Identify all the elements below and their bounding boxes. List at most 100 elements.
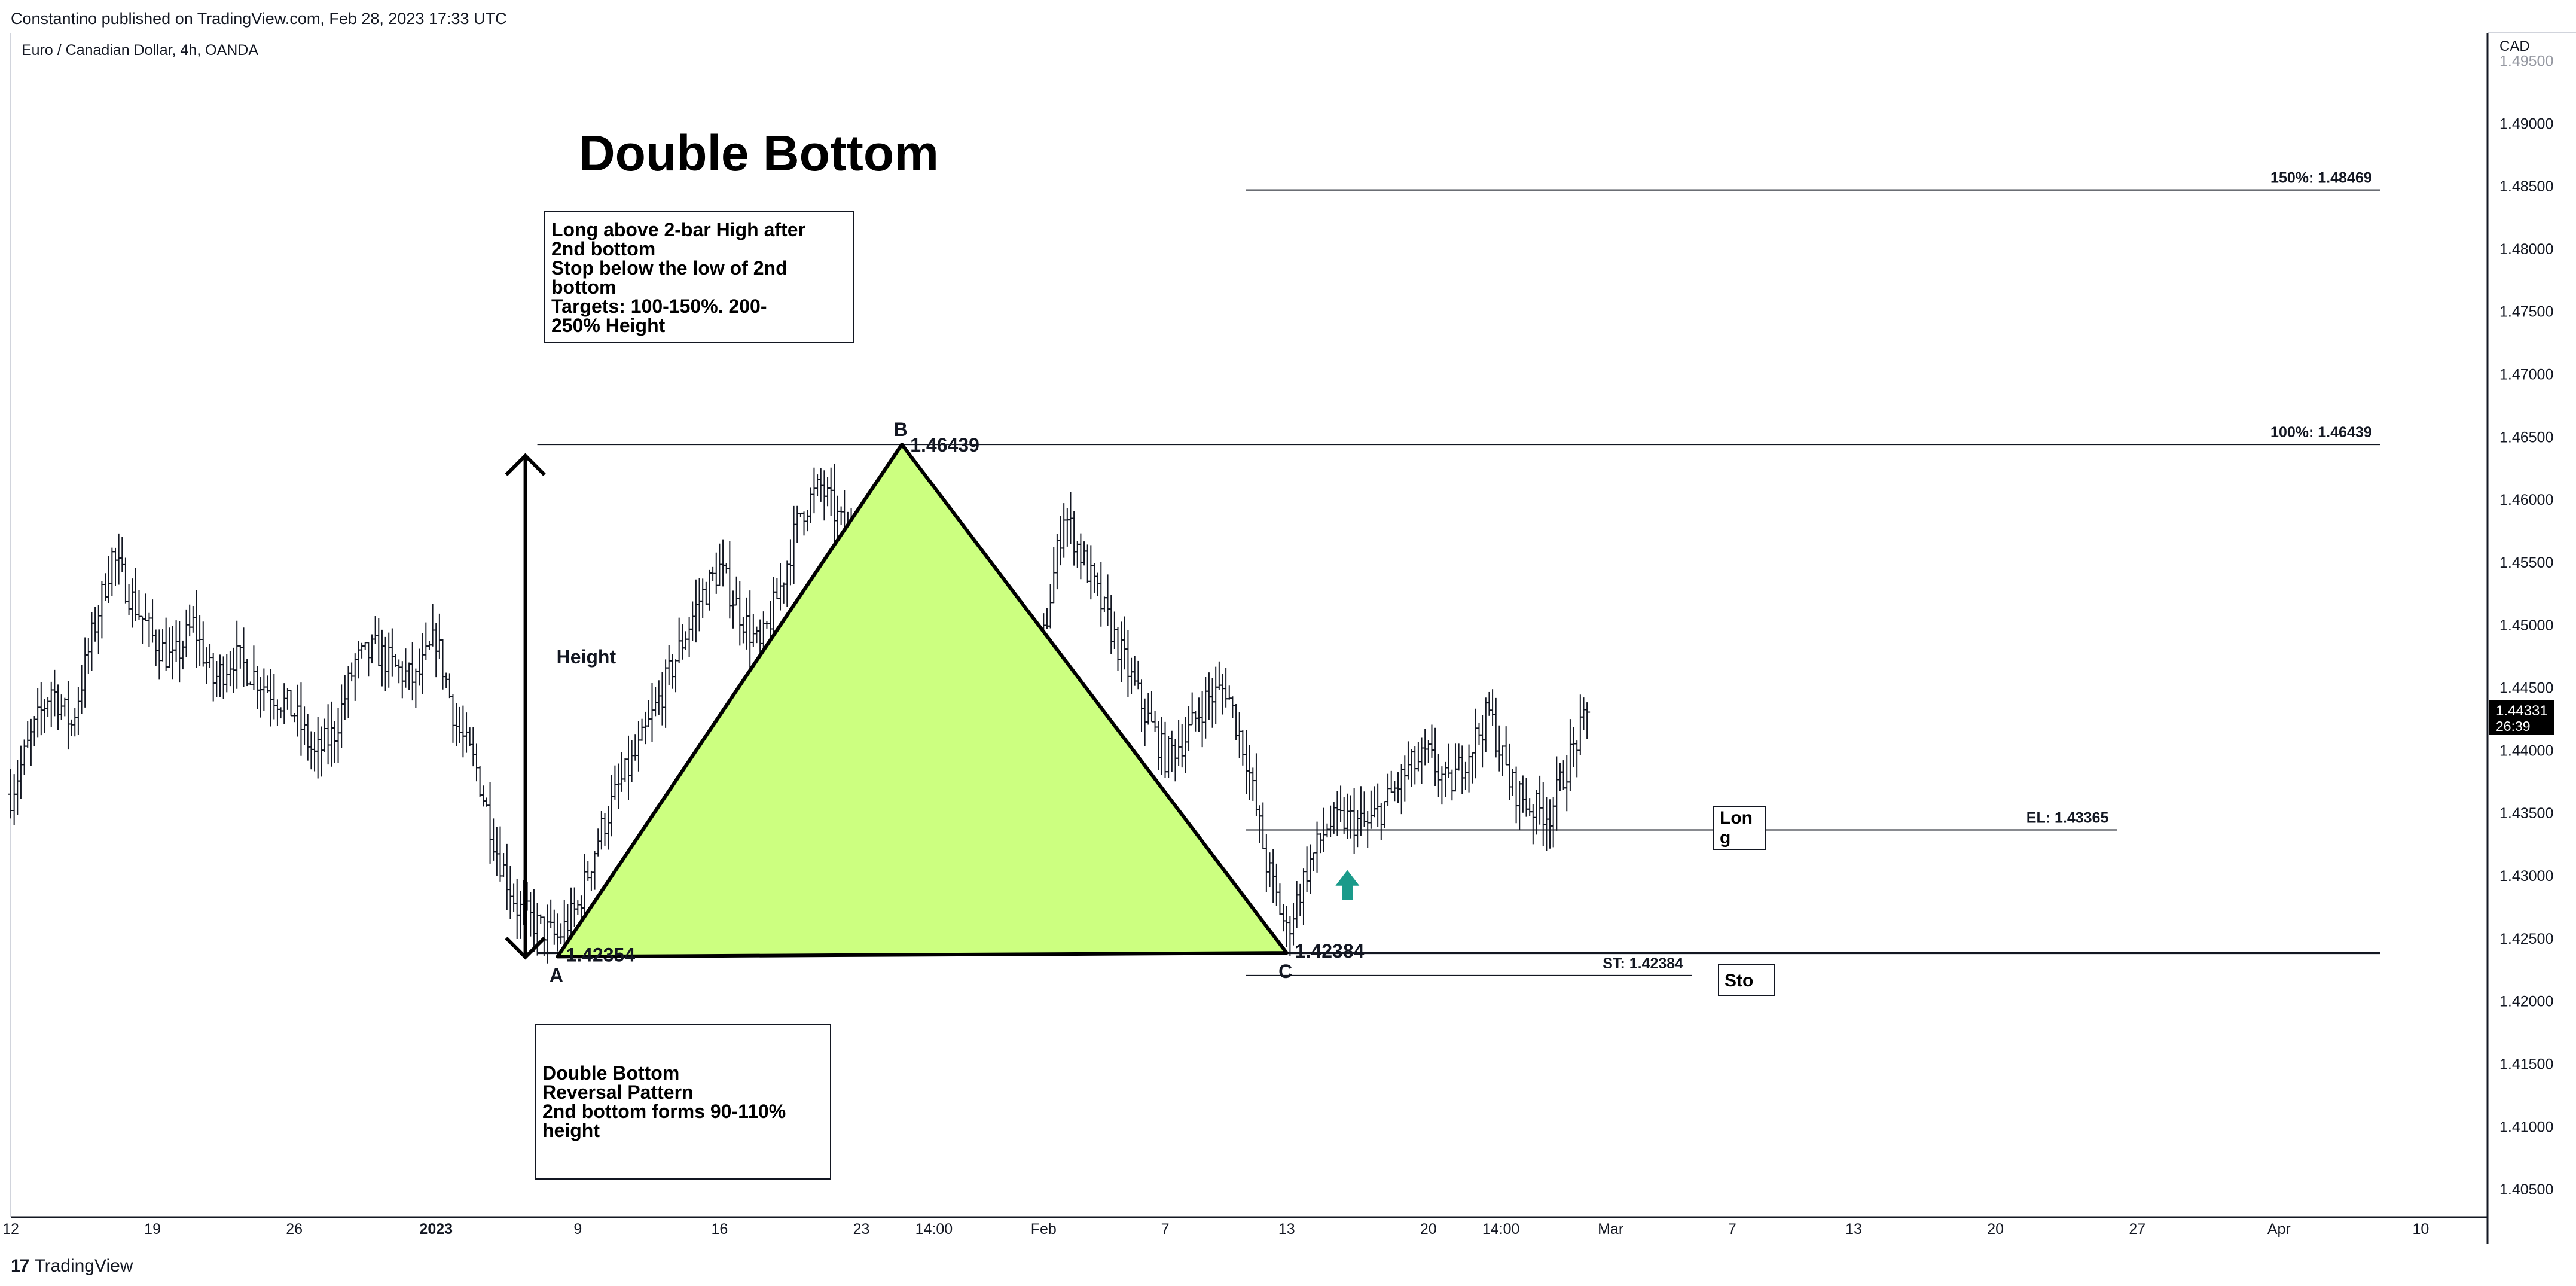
ohlc-bar xyxy=(349,662,355,682)
ohlc-bar xyxy=(1195,697,1202,732)
ohlc-bar xyxy=(1334,790,1341,836)
ohlc-bar xyxy=(436,613,442,659)
ohlc-bar xyxy=(780,582,787,604)
ohlc-bar xyxy=(1567,719,1573,791)
ohlc-bar xyxy=(1368,790,1374,829)
ohlc-bar xyxy=(804,510,811,532)
ohlc-bar xyxy=(1176,720,1182,766)
level-label-target-100: 100%: 1.46439 xyxy=(2270,424,2372,441)
x-tick-label: Feb xyxy=(1031,1221,1057,1238)
ohlc-bar xyxy=(1139,679,1145,732)
ohlc-bar xyxy=(396,659,402,684)
ohlc-bar xyxy=(331,721,338,763)
ohlc-bar xyxy=(200,621,206,667)
ohlc-bar xyxy=(1556,763,1563,791)
ohlc-bar xyxy=(1081,541,1088,566)
ohlc-bar xyxy=(487,782,493,864)
ohlc-bar xyxy=(264,675,271,693)
definition-note-box xyxy=(535,1024,831,1180)
ohlc-bar xyxy=(655,680,662,715)
ohlc-bar xyxy=(82,637,88,708)
ohlc-bar xyxy=(1584,702,1591,739)
height-label: Height xyxy=(557,646,616,668)
ohlc-bar xyxy=(460,705,466,758)
ohlc-bar xyxy=(413,668,419,708)
ohlc-bar xyxy=(1084,544,1091,583)
ohlc-bar xyxy=(1432,727,1439,786)
ohlc-bar xyxy=(450,694,456,743)
ohlc-bar xyxy=(1560,760,1567,790)
ohlc-bar xyxy=(541,916,547,956)
x-tick-label: 7 xyxy=(1161,1221,1170,1238)
y-tick-label: 1.49500 xyxy=(2499,53,2553,69)
publish-credit: Constantino published on TradingView.com… xyxy=(11,10,507,28)
ohlc-bar xyxy=(443,672,450,688)
ohlc-bar xyxy=(1381,801,1388,828)
ohlc-bar xyxy=(1375,783,1381,827)
ohlc-bar xyxy=(838,506,844,525)
ohlc-bar xyxy=(1493,697,1499,758)
ohlc-bar xyxy=(770,577,777,633)
ohlc-bar xyxy=(176,621,183,683)
ohlc-bar xyxy=(1202,677,1209,739)
ohlc-bar xyxy=(197,615,203,666)
ohlc-bar xyxy=(291,713,298,723)
ohlc-bar xyxy=(1422,729,1429,766)
ohlc-bar xyxy=(807,487,814,523)
ohlc-bar xyxy=(17,745,24,799)
ohlc-bar xyxy=(666,645,672,685)
y-tick-label: 1.46500 xyxy=(2499,429,2553,446)
ohlc-bar xyxy=(737,581,743,646)
definition-note-line: Reversal Pattern xyxy=(542,1081,694,1103)
ohlc-bar xyxy=(240,627,247,687)
y-tick-label: 1.47000 xyxy=(2499,367,2553,383)
ohlc-bar xyxy=(595,828,602,857)
ohlc-bar xyxy=(1418,737,1425,784)
ohlc-bar xyxy=(284,688,291,710)
ohlc-bar xyxy=(1530,804,1536,845)
ohlc-bar xyxy=(1165,736,1172,779)
price-tag-countdown: 26:39 xyxy=(2496,718,2531,734)
ohlc-bar xyxy=(41,699,48,733)
ohlc-bar xyxy=(622,758,628,782)
ohlc-bar xyxy=(1125,630,1131,697)
ohlc-bar xyxy=(1412,746,1418,785)
ohlc-bar xyxy=(1260,802,1266,849)
ohlc-bar xyxy=(689,601,696,641)
ohlc-bar xyxy=(1256,805,1263,843)
long-signal-arrow-icon xyxy=(1335,870,1360,900)
ohlc-bar xyxy=(288,690,294,717)
y-tick-label: 1.49000 xyxy=(2499,115,2553,132)
ohlc-bar xyxy=(1459,745,1466,794)
ohlc-bar xyxy=(1304,846,1310,892)
ohlc-bar xyxy=(1547,799,1553,849)
ohlc-bar xyxy=(169,626,176,680)
pivot-price-A: 1.42354 xyxy=(566,944,635,965)
ohlc-bar xyxy=(203,647,210,684)
ohlc-bar xyxy=(1482,697,1489,752)
ohlc-bar xyxy=(790,505,797,584)
tradingview-brand[interactable]: 17 TradingView xyxy=(11,1256,133,1276)
ohlc-bar xyxy=(1378,803,1384,840)
ohlc-bar xyxy=(1290,903,1297,946)
ohlc-bar xyxy=(497,826,503,882)
ohlc-bar xyxy=(386,632,392,688)
ohlc-bar xyxy=(1527,798,1533,816)
ohlc-bar xyxy=(591,851,598,890)
ohlc-bar xyxy=(207,644,213,668)
ohlc-bar xyxy=(1385,773,1391,806)
definition-note-line: height xyxy=(542,1120,600,1141)
ohlc-bar xyxy=(493,827,500,876)
ohlc-bar xyxy=(1277,883,1283,915)
ohlc-bar xyxy=(632,734,639,761)
ohlc-bar xyxy=(1145,693,1152,725)
ohlc-bar xyxy=(706,569,713,611)
ohlc-bar xyxy=(119,537,126,572)
ohlc-bar xyxy=(652,687,659,717)
ohlc-bar xyxy=(456,706,463,743)
long-position-label: Long xyxy=(1713,806,1766,850)
ohlc-bar xyxy=(473,743,480,782)
ohlc-bar xyxy=(618,752,625,792)
ohlc-bar xyxy=(544,904,551,964)
